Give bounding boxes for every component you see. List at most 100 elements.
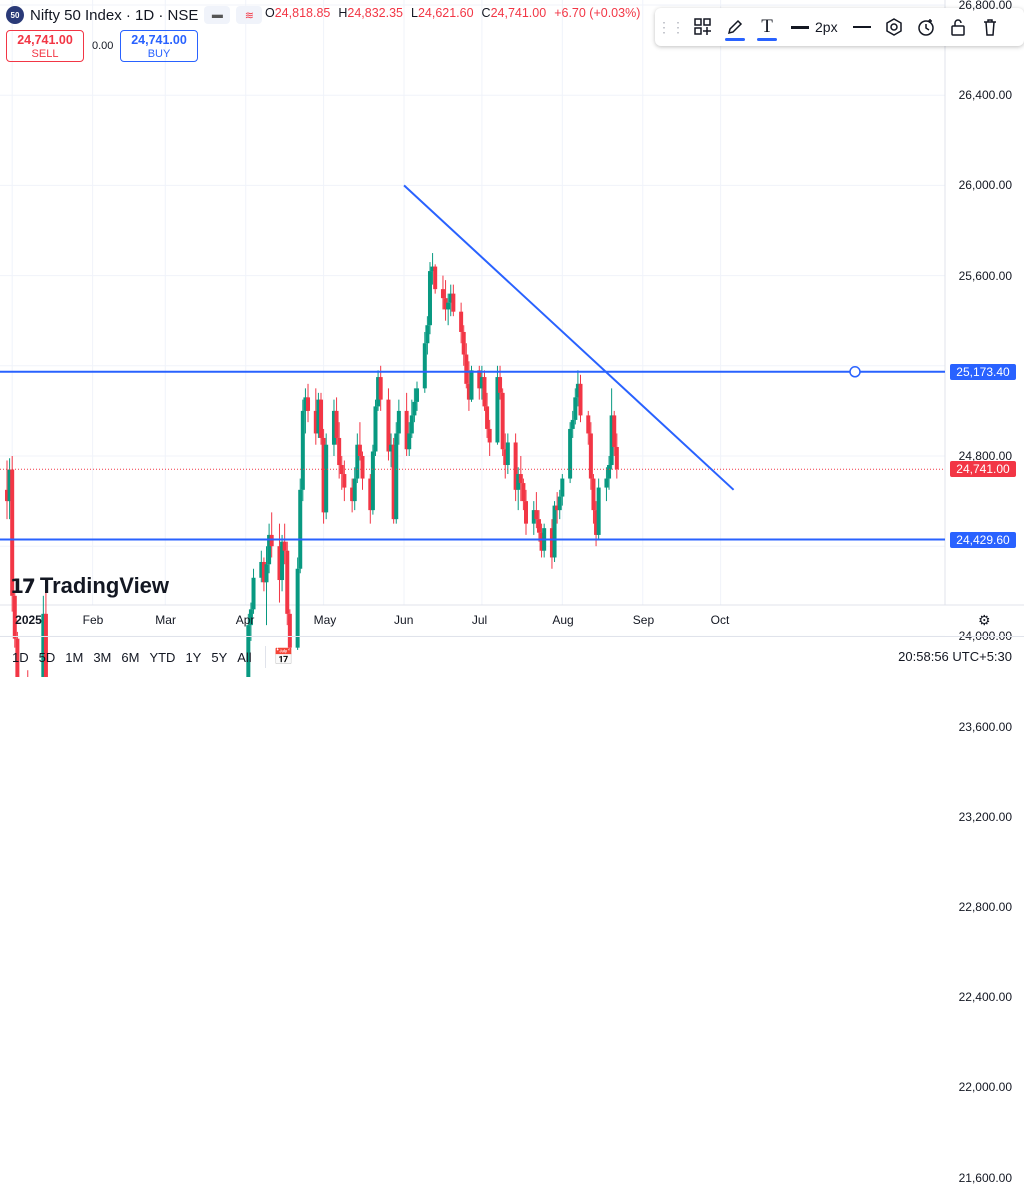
candle-body (539, 532, 544, 551)
buy-button[interactable]: 24,741.00 BUY (120, 30, 198, 62)
candle-body (570, 419, 575, 429)
price-tick-label: 24,800.00 (958, 449, 1012, 463)
menu-icon[interactable]: ≋ (236, 6, 263, 24)
candle-body (396, 410, 401, 434)
price-tick-label: 23,600.00 (958, 719, 1012, 734)
candle-body (324, 444, 329, 513)
candle-body (614, 446, 619, 470)
candle-body (552, 505, 557, 558)
range-1m[interactable]: 1M (65, 649, 84, 665)
candle-body (355, 444, 360, 479)
candle-body (524, 501, 528, 524)
range-all[interactable]: All (237, 649, 252, 665)
range-5d[interactable]: 5D (38, 649, 56, 665)
range-3m[interactable]: 3M (93, 649, 112, 665)
candle-body (407, 433, 412, 450)
candle-body (536, 519, 541, 533)
time-tick-label: Jul (471, 613, 488, 627)
symbol-title[interactable]: Nifty 50 Index · 1D · NSE (30, 6, 199, 24)
candle-body (459, 311, 464, 332)
candle-body (518, 474, 523, 484)
candle-body (591, 478, 596, 511)
candle-body (300, 410, 305, 490)
candle-body (557, 496, 562, 511)
candle-body (487, 428, 492, 443)
candle-body (342, 474, 347, 488)
sell-label: SELL (31, 48, 59, 60)
candle-body (469, 370, 474, 400)
clock-timezone[interactable]: 20:58:56 UTC+5:30 (898, 649, 1012, 664)
line-style-icon[interactable] (846, 12, 878, 42)
candle-body (378, 377, 383, 400)
candle-body (316, 399, 321, 434)
price-tick-label: 26,800.00 (958, 0, 1012, 12)
candle-body (443, 298, 448, 310)
range-5y[interactable]: 5Y (211, 649, 228, 665)
candle-body (586, 415, 591, 434)
candle-body (427, 271, 432, 326)
lock-icon[interactable] (942, 12, 974, 42)
candle-body (295, 568, 300, 648)
candle-body (352, 478, 357, 502)
open-label: O (265, 6, 275, 20)
candle-body (339, 465, 344, 475)
range-ytd[interactable]: YTD (149, 649, 176, 665)
candle-body (373, 406, 378, 452)
range-1d[interactable]: 1D (12, 649, 29, 665)
candle-body (389, 444, 394, 452)
candle-body (446, 302, 451, 310)
candle-body (350, 487, 355, 502)
candle-body (41, 613, 46, 677)
candle-body (549, 528, 554, 558)
candle-body (15, 638, 20, 677)
candle-body (43, 613, 48, 677)
sell-button[interactable]: 24,741.00 SELL (6, 30, 84, 62)
candle-body (313, 410, 318, 434)
range-6m[interactable]: 6M (121, 649, 140, 665)
low-value: 24,621.60 (417, 6, 474, 20)
price-tick-label: 22,400.00 (958, 990, 1012, 1005)
delete-icon[interactable] (974, 12, 1006, 42)
line-anchor-handle[interactable] (849, 366, 861, 378)
symbol-badge: 50 (6, 6, 24, 24)
candle-body (357, 444, 362, 456)
pencil-icon[interactable] (719, 12, 751, 42)
candle-body (337, 437, 342, 466)
candle-body (466, 383, 471, 400)
candle-body (422, 343, 427, 389)
tradingview-logo[interactable]: 𝟭𝟳 TradingView (10, 573, 169, 599)
candle-body (334, 410, 339, 438)
price-chart[interactable] (0, 0, 1024, 677)
object-tree-icon[interactable] (878, 12, 910, 42)
candle-body (505, 442, 510, 466)
candle-body (264, 564, 269, 583)
tradingview-logo-icon: 𝟭𝟳 (10, 575, 36, 598)
line-width-icon (791, 25, 809, 29)
drag-handle-icon[interactable]: ⋮⋮ (657, 18, 685, 35)
candle-body (578, 383, 583, 416)
candle-body (503, 449, 508, 466)
candle-body (568, 428, 573, 479)
bottom-toolbar: 1D 5D 1M 3M 6M YTD 1Y 5Y All 📅 20:58:56 UTC+5:30 (0, 636, 1024, 677)
candle-body (370, 451, 375, 511)
candle-body (277, 546, 282, 581)
hide-indicators-icon[interactable]: ▬ (204, 6, 231, 24)
candle-body (448, 293, 453, 303)
text-icon[interactable]: T (751, 12, 783, 42)
high-value: 24,832.35 (347, 6, 403, 20)
range-1y[interactable]: 1Y (185, 649, 202, 665)
candle-body (498, 377, 503, 393)
template-icon[interactable] (687, 12, 719, 42)
time-tick-label: May (313, 613, 337, 627)
last-price-tag: 24,741.00 (950, 461, 1016, 478)
alert-icon[interactable] (910, 12, 942, 42)
candle-body (10, 469, 15, 596)
settings-gear-icon[interactable]: ⚙ (978, 612, 991, 628)
candle-body (513, 442, 518, 490)
price-tick-label: 22,800.00 (958, 900, 1012, 914)
candle-body (303, 397, 308, 411)
candle-body (534, 510, 539, 520)
ohlc-readout: O24,818.85 H24,832.35 L24,621.60 C24,741… (265, 6, 640, 20)
line-width-button[interactable]: 2px (783, 19, 846, 35)
go-to-date-icon[interactable]: 📅 (273, 649, 294, 666)
